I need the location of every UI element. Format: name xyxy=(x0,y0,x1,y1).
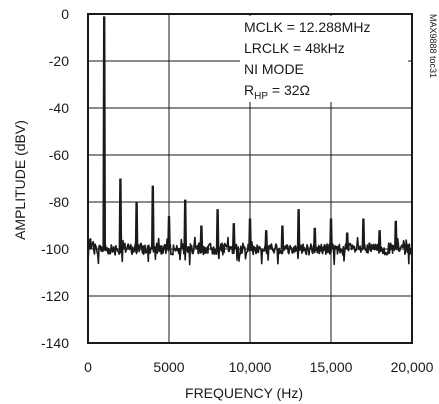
y-tick-label: -60 xyxy=(49,147,69,163)
x-tick-label: 0 xyxy=(84,359,92,375)
harmonic-spike xyxy=(102,16,106,250)
y-tick-label: -120 xyxy=(41,288,69,304)
x-tick-label: 10,000 xyxy=(229,359,272,375)
harmonic-spike xyxy=(361,218,366,250)
annotation-line: RHP = 32Ω xyxy=(244,82,310,102)
annotation-text: R xyxy=(244,82,254,98)
annotation-text: = 32Ω xyxy=(268,82,310,98)
y-tick-label: -40 xyxy=(49,100,69,116)
harmonic-spike xyxy=(248,218,252,250)
y-tick-label: -20 xyxy=(49,53,69,69)
plot-frame xyxy=(87,13,413,344)
harmonic-spike xyxy=(167,216,171,250)
harmonic-spike xyxy=(345,232,349,250)
harmonic-spike xyxy=(394,220,398,250)
x-tick-label: 20,000 xyxy=(391,359,434,375)
annotation-line: NI MODE xyxy=(244,61,304,77)
y-tick-label: 0 xyxy=(61,6,69,22)
annotation-text: LRCLK = 48kHz xyxy=(244,40,345,56)
y-tick-label: -140 xyxy=(41,335,69,351)
annotation-subscript: HP xyxy=(254,91,268,102)
tick-labels: 0 5000 10,000 15,000 20,000 0 -20 -40 -60 -80 -100… xyxy=(41,6,434,375)
harmonic-spikes xyxy=(102,16,398,250)
harmonic-spike xyxy=(215,209,220,250)
annotation-line: LRCLK = 48kHz xyxy=(244,40,345,56)
annotation-background xyxy=(240,16,408,102)
y-tick-label: -100 xyxy=(41,241,69,257)
harmonic-spike xyxy=(183,199,187,250)
annotation-text: MCLK = 12.288MHz xyxy=(244,19,370,35)
y-axis-label: AMPLITUDE (dBV) xyxy=(12,120,28,240)
x-tick-label: 15,000 xyxy=(310,359,353,375)
harmonic-spike xyxy=(118,178,123,250)
harmonic-spike xyxy=(329,218,333,250)
harmonic-spike xyxy=(280,225,285,250)
harmonic-spike xyxy=(377,230,382,250)
side-label: MAX9888 toc31 xyxy=(428,14,438,78)
annotation-block: MCLK = 12.288MHz LRCLK = 48kHz NI MODE RHP … xyxy=(244,19,370,102)
harmonic-spike xyxy=(313,227,317,250)
harmonic-spike xyxy=(296,209,301,250)
annotation-text: NI MODE xyxy=(244,61,304,77)
x-axis-label: FREQUENCY (Hz) xyxy=(185,385,303,401)
harmonic-spike xyxy=(199,225,204,250)
y-tick-label: -80 xyxy=(49,194,69,210)
harmonic-spike xyxy=(264,230,268,250)
harmonic-spike xyxy=(134,201,139,250)
harmonic-spike xyxy=(232,223,236,250)
annotation-line: MCLK = 12.288MHz xyxy=(244,19,370,35)
x-tick-label: 5000 xyxy=(153,359,184,375)
harmonic-spike xyxy=(151,185,155,250)
